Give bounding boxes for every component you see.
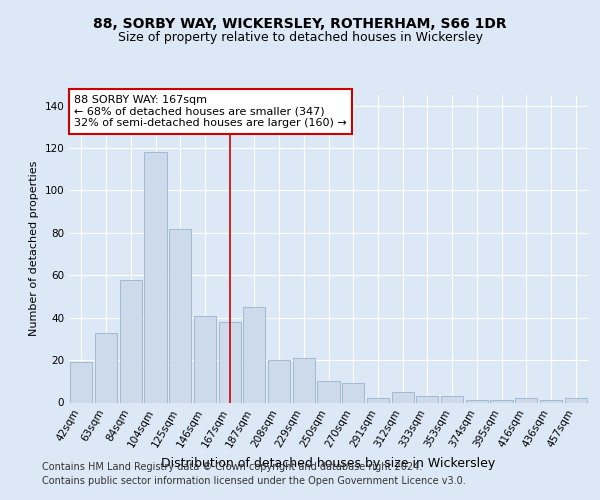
Bar [268,360,290,403]
Text: Size of property relative to detached houses in Wickersley: Size of property relative to detached ho… [118,31,482,44]
Bar [342,384,364,402]
Bar [490,400,512,402]
Text: Contains public sector information licensed under the Open Government Licence v3: Contains public sector information licen… [42,476,466,486]
Bar [416,396,439,402]
Bar [466,400,488,402]
Bar [293,358,315,403]
Bar [70,362,92,403]
Bar [540,400,562,402]
Bar [367,398,389,402]
Bar [169,228,191,402]
Bar [218,322,241,402]
Bar [392,392,414,402]
Bar [145,152,167,402]
Bar [317,382,340,402]
Bar [194,316,216,402]
Bar [243,307,265,402]
Bar [441,396,463,402]
Bar [515,398,538,402]
Bar [95,332,117,402]
Text: 88 SORBY WAY: 167sqm
← 68% of detached houses are smaller (347)
32% of semi-deta: 88 SORBY WAY: 167sqm ← 68% of detached h… [74,95,347,128]
Bar [565,398,587,402]
X-axis label: Distribution of detached houses by size in Wickersley: Distribution of detached houses by size … [161,457,496,470]
Y-axis label: Number of detached properties: Number of detached properties [29,161,39,336]
Bar [119,280,142,402]
Text: Contains HM Land Registry data © Crown copyright and database right 2024.: Contains HM Land Registry data © Crown c… [42,462,422,472]
Text: 88, SORBY WAY, WICKERSLEY, ROTHERHAM, S66 1DR: 88, SORBY WAY, WICKERSLEY, ROTHERHAM, S6… [93,18,507,32]
